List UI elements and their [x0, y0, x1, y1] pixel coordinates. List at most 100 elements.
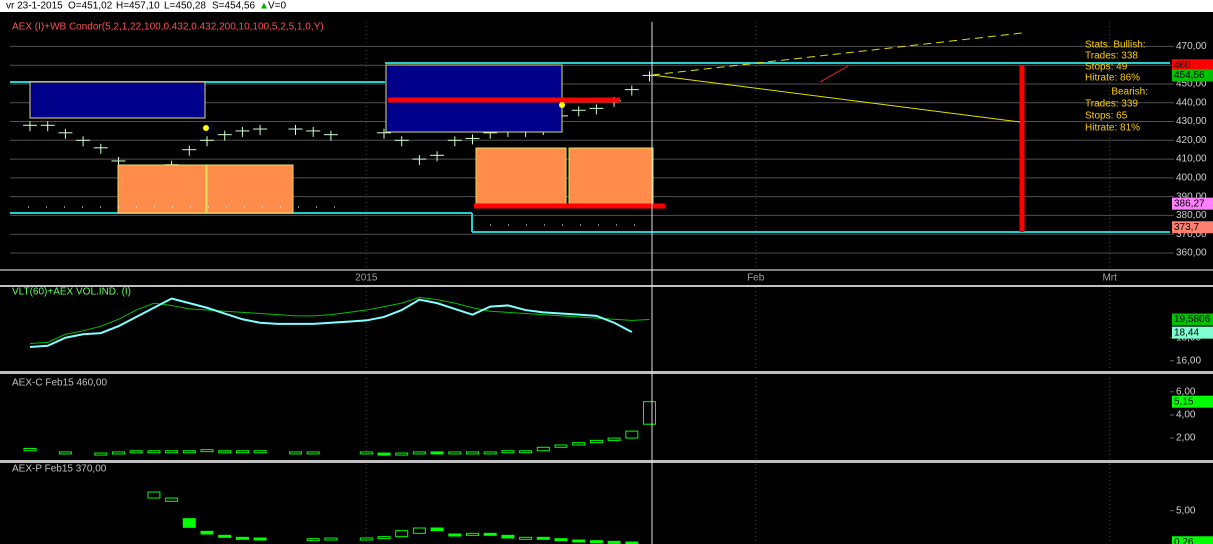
y-tick-label: 370,00 [1176, 229, 1207, 240]
value-badge [1172, 536, 1213, 544]
candle [377, 536, 391, 540]
candle [289, 451, 302, 455]
candle [572, 539, 586, 543]
candle [165, 497, 179, 502]
candle [253, 450, 267, 454]
value-badge-label: 19,5806 [1174, 314, 1211, 325]
candle [23, 447, 37, 452]
candle [182, 518, 196, 528]
price-bar [93, 143, 108, 154]
y-tick-label: 470,00 [1176, 41, 1207, 52]
y-tick-label: 410,00 [1176, 154, 1207, 165]
price-bar [76, 136, 91, 147]
candle [536, 536, 550, 540]
panel-title: AEX-P Feb15 370,00 [12, 464, 107, 475]
y-tick-label: 440,00 [1176, 97, 1207, 108]
bear-box [206, 164, 294, 214]
bear-box [568, 147, 654, 206]
y-tick-label: 420,00 [1176, 135, 1207, 146]
stat-line: Trades: 338 [1085, 51, 1138, 62]
candle [589, 540, 603, 544]
candle [306, 451, 320, 455]
candle [448, 533, 462, 537]
price-bar [377, 128, 391, 139]
value-badge [1172, 197, 1213, 210]
price-bar [624, 85, 639, 96]
price-bar [447, 136, 462, 147]
candle [200, 530, 214, 535]
candle [359, 451, 373, 455]
value-badge-label: 5,15 [1174, 396, 1194, 407]
price-bar [235, 126, 250, 137]
price-bar [217, 130, 232, 141]
y-tick-label: 450,00 [1176, 79, 1207, 90]
candle [483, 532, 497, 536]
candle [607, 540, 621, 544]
value-badge [1172, 326, 1213, 339]
candle [554, 538, 568, 542]
candle [218, 534, 232, 538]
candle [625, 430, 639, 439]
value-badge [1172, 221, 1213, 234]
candle [466, 451, 479, 455]
y-tick-label: 360,00 [1176, 248, 1207, 259]
candle [218, 450, 232, 454]
value-badge-label: 454,56 [1174, 70, 1205, 81]
candle [58, 451, 72, 455]
value-badge-label: 460 [1174, 60, 1191, 71]
candle [395, 530, 409, 538]
candle [466, 532, 479, 536]
candle [200, 449, 214, 453]
candle [448, 451, 462, 455]
price-bar [40, 121, 55, 132]
candle [235, 536, 249, 540]
header-low: L=450,28 [164, 1, 206, 12]
candle [165, 450, 179, 454]
y-tick-label: 16,00 [1176, 355, 1201, 366]
signal-dot [559, 102, 565, 108]
header-high: H=457,10 [116, 1, 160, 12]
stat-line: Hitrate: 86% [1085, 73, 1140, 84]
value-badge [1172, 69, 1213, 82]
header-volume: V=0 [268, 1, 287, 12]
x-tick-label: Feb [747, 273, 765, 284]
candle [483, 451, 497, 455]
y-tick-label: 380,00 [1176, 210, 1207, 221]
stat-line: Trades: 339 [1085, 99, 1138, 110]
candle [147, 450, 161, 454]
x-tick-label: 2015 [355, 273, 378, 284]
price-bar [200, 136, 214, 147]
stat-line: Stops: 65 [1085, 111, 1128, 122]
candle [235, 450, 249, 454]
trend-line [819, 65, 849, 83]
strategy-overlay [10, 22, 1170, 544]
candle [306, 538, 320, 542]
stat-line: Stops: 49 [1085, 62, 1128, 73]
y-tick-label: 390,00 [1176, 191, 1207, 202]
candle [395, 452, 409, 456]
y-tick-label: 6,00 [1176, 386, 1196, 397]
candle [430, 451, 444, 455]
separator [0, 269, 1213, 271]
panel-title: AEX (I)+WB Condor(5,2,1,22,100,0.432,0.4… [12, 22, 324, 33]
y-tick-label: 430,00 [1176, 116, 1207, 127]
value-badge-label: 386,27 [1174, 198, 1205, 209]
value-badge-label: 18,44 [1174, 327, 1199, 338]
candle [607, 437, 621, 441]
price-bar [394, 136, 409, 147]
series-line [29, 296, 650, 344]
bear-box [475, 147, 567, 206]
price-bar [323, 130, 338, 141]
header-close: S=454,56 [212, 1, 256, 12]
candle [625, 541, 639, 544]
bull-box [29, 81, 206, 119]
value-badge [1172, 59, 1213, 72]
x-tick-label: Mrt [1102, 273, 1117, 284]
candle [589, 439, 603, 444]
candle [572, 442, 586, 446]
price-bar [589, 104, 604, 115]
candle [359, 537, 373, 541]
value-badge-label: 373,7 [1174, 222, 1199, 233]
